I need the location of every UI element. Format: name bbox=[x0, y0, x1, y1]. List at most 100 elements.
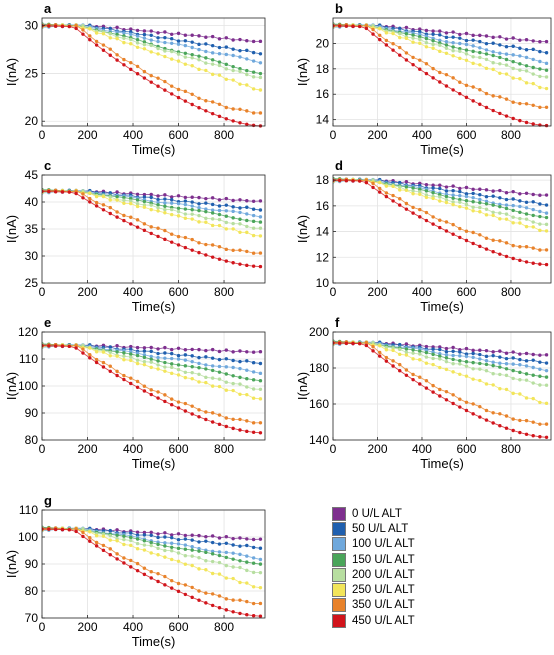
data-point bbox=[170, 541, 174, 545]
data-point bbox=[371, 349, 375, 353]
data-layer bbox=[333, 22, 549, 128]
data-point bbox=[149, 365, 153, 370]
data-point bbox=[258, 111, 263, 115]
data-point bbox=[197, 106, 201, 110]
data-point bbox=[391, 193, 395, 198]
data-point bbox=[424, 36, 429, 41]
data-point bbox=[478, 361, 482, 366]
data-point bbox=[183, 62, 188, 66]
data-point bbox=[149, 354, 153, 359]
plot-area bbox=[333, 332, 551, 440]
data-point bbox=[464, 42, 469, 47]
data-point bbox=[538, 49, 542, 54]
data-point bbox=[518, 392, 522, 396]
data-point bbox=[431, 362, 435, 367]
data-point bbox=[251, 387, 256, 391]
data-point bbox=[163, 49, 167, 53]
data-point bbox=[238, 198, 242, 202]
series-250-u-l-alt bbox=[42, 526, 263, 590]
data-point bbox=[491, 363, 495, 368]
data-point bbox=[210, 43, 215, 48]
data-point bbox=[544, 361, 549, 365]
axes-frame bbox=[332, 331, 552, 441]
data-point bbox=[391, 364, 395, 368]
data-point bbox=[183, 553, 188, 558]
data-point bbox=[464, 52, 469, 56]
data-point bbox=[88, 27, 92, 31]
data-point bbox=[418, 375, 422, 379]
data-point bbox=[142, 36, 147, 40]
data-point bbox=[478, 233, 482, 237]
data-point bbox=[204, 99, 208, 103]
data-point bbox=[217, 60, 222, 64]
data-point bbox=[224, 196, 229, 201]
data-point bbox=[122, 34, 126, 38]
data-point bbox=[210, 376, 215, 380]
data-point bbox=[142, 222, 147, 226]
data-point bbox=[398, 362, 402, 367]
data-point bbox=[518, 352, 522, 356]
data-point bbox=[424, 195, 429, 200]
y-tick-label: 110 bbox=[19, 352, 38, 366]
data-point bbox=[524, 224, 529, 229]
data-point bbox=[404, 342, 409, 346]
data-point bbox=[81, 347, 85, 351]
data-point bbox=[142, 355, 147, 360]
data-point bbox=[418, 192, 422, 196]
data-point bbox=[210, 368, 215, 373]
data-point bbox=[170, 347, 174, 352]
data-point bbox=[149, 207, 153, 212]
data-point bbox=[170, 195, 174, 199]
data-point bbox=[156, 194, 160, 198]
data-point bbox=[418, 58, 422, 62]
data-point bbox=[149, 231, 153, 236]
y-axis-label: I(nA) bbox=[295, 372, 310, 400]
data-point bbox=[484, 57, 489, 62]
data-point bbox=[108, 364, 112, 368]
data-point bbox=[384, 359, 389, 363]
data-point bbox=[431, 42, 435, 47]
data-point bbox=[142, 192, 147, 197]
data-point bbox=[538, 400, 542, 405]
data-point bbox=[504, 426, 509, 430]
data-point bbox=[122, 358, 126, 362]
x-tick-label: 0 bbox=[39, 442, 46, 456]
data-point bbox=[364, 26, 369, 31]
data-point bbox=[224, 220, 229, 225]
data-point bbox=[431, 356, 435, 361]
data-point bbox=[176, 194, 181, 198]
data-point bbox=[498, 211, 502, 215]
data-point bbox=[183, 537, 188, 541]
panel-a: 0 200 400 600 800 20 25 30 Time(s) I(nA) a bbox=[4, 1, 266, 157]
data-point bbox=[224, 36, 229, 40]
data-point bbox=[163, 54, 167, 59]
data-point bbox=[94, 43, 99, 47]
data-point bbox=[484, 188, 489, 192]
data-point bbox=[438, 357, 442, 361]
y-tick-label: 90 bbox=[25, 557, 39, 571]
data-point bbox=[183, 375, 188, 380]
data-point bbox=[183, 592, 188, 597]
x-tick-label: 400 bbox=[123, 442, 143, 456]
data-point bbox=[484, 369, 489, 373]
data-point bbox=[504, 254, 509, 259]
data-point bbox=[458, 372, 462, 377]
data-point bbox=[142, 76, 147, 80]
data-point bbox=[451, 401, 455, 406]
data-point bbox=[531, 39, 535, 43]
data-point bbox=[424, 45, 429, 49]
data-point bbox=[224, 563, 229, 568]
data-point bbox=[431, 390, 435, 394]
data-point bbox=[458, 32, 462, 37]
data-point bbox=[53, 344, 58, 348]
series-450-u-l-alt bbox=[42, 24, 263, 128]
y-tick-label: 40 bbox=[25, 195, 39, 209]
x-tick-label: 600 bbox=[169, 620, 189, 634]
data-point bbox=[231, 261, 235, 265]
data-point bbox=[464, 408, 469, 413]
data-point bbox=[544, 422, 549, 426]
data-point bbox=[544, 229, 549, 233]
data-point bbox=[504, 37, 509, 41]
data-point bbox=[217, 572, 222, 576]
data-point bbox=[431, 222, 435, 226]
